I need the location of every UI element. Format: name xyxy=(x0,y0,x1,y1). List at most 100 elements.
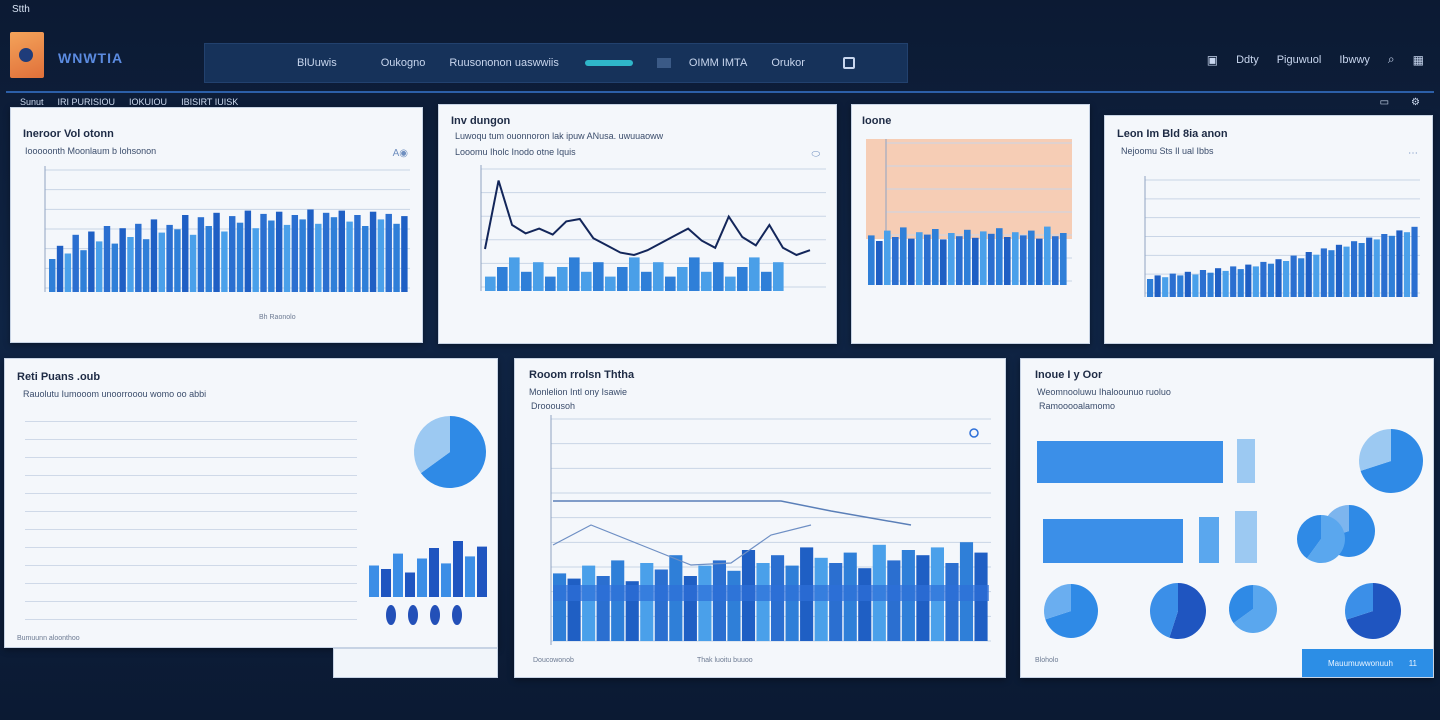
user-icon[interactable]: ▣ xyxy=(1206,52,1219,67)
panel-trend: Leon Im Bld 8ia anon Nejoomu Sts Il ual … xyxy=(1104,115,1433,344)
app-logo[interactable] xyxy=(10,32,44,78)
panel-subtitle: Nejoomu Sts Il ual Ibbs xyxy=(1121,146,1214,156)
table-row[interactable] xyxy=(25,511,357,512)
nav-item-2[interactable]: Oukogno xyxy=(380,57,426,69)
expand-icon[interactable]: ⬭ xyxy=(811,149,820,160)
bar xyxy=(244,210,252,292)
table-row[interactable] xyxy=(25,601,357,602)
bar-chart-4 xyxy=(1144,176,1420,297)
nav-item-3[interactable]: Ruusononon uaswwiis xyxy=(449,57,559,69)
bar xyxy=(1290,255,1297,297)
nav-item-4[interactable]: OIMM IMTA xyxy=(688,57,748,69)
bar xyxy=(1020,235,1027,285)
pie-slice xyxy=(1297,515,1321,559)
bar xyxy=(677,267,688,291)
bar xyxy=(205,226,212,292)
toolbar-item-2[interactable]: IRI PURISIOU xyxy=(57,97,116,107)
pie-slice xyxy=(1044,584,1071,620)
right-nav-item-2[interactable]: Piguwuol xyxy=(1276,53,1322,66)
search-icon[interactable]: ⌕ xyxy=(1387,52,1395,66)
bar xyxy=(346,221,353,292)
minimize-icon[interactable]: ▭ xyxy=(1379,96,1390,108)
bar xyxy=(1012,232,1019,285)
settings-icon[interactable]: ⚙ xyxy=(1411,96,1420,108)
right-nav-item-3[interactable]: Ibwwy xyxy=(1339,53,1370,66)
nav-indicator[interactable] xyxy=(584,60,633,66)
toolbar-item-3[interactable]: IOKUIOU xyxy=(129,97,168,107)
panel-footer-left: Doucowonob xyxy=(533,657,574,664)
bar xyxy=(1215,268,1222,297)
panel-subtitle-2: Drooousoh xyxy=(531,401,576,411)
table-row[interactable] xyxy=(25,547,357,548)
bar xyxy=(509,257,520,291)
nav-item-1[interactable]: BlUuwis xyxy=(297,57,337,69)
grid-icon[interactable]: ▦ xyxy=(1412,52,1424,67)
bar xyxy=(1169,273,1176,297)
bar xyxy=(1004,237,1011,285)
bar xyxy=(338,210,345,292)
more-icon[interactable]: ⋯ xyxy=(1408,148,1418,159)
bar-chart-5 xyxy=(369,541,487,625)
nav-settings-icon[interactable] xyxy=(842,57,855,69)
bar xyxy=(653,262,664,291)
table-row[interactable] xyxy=(25,529,357,530)
bar xyxy=(405,572,415,597)
bar xyxy=(393,553,403,597)
bar xyxy=(980,231,987,285)
pie-slice xyxy=(1346,583,1401,639)
pie-slice xyxy=(1359,429,1391,471)
bar xyxy=(1396,230,1403,297)
bar xyxy=(868,235,875,285)
bar xyxy=(377,219,385,292)
toolbar-item-1[interactable]: Sunut xyxy=(20,97,44,107)
bar xyxy=(569,257,580,291)
right-nav-item-1[interactable]: Ddty xyxy=(1236,53,1259,66)
trend-line xyxy=(553,500,912,526)
bar xyxy=(553,573,567,641)
bar xyxy=(1044,226,1051,285)
toolbar-item-4[interactable]: IBISIRT IUISK xyxy=(181,97,239,107)
bar xyxy=(315,223,322,292)
bar-chart-6 xyxy=(550,415,991,645)
bar xyxy=(749,257,760,291)
bar xyxy=(1222,270,1229,297)
bar xyxy=(64,253,72,292)
bar xyxy=(761,271,772,291)
nav-toggle-icon[interactable] xyxy=(656,58,671,68)
pie-slice xyxy=(1345,583,1373,620)
bar xyxy=(49,259,56,292)
bar xyxy=(773,262,784,291)
bar-small xyxy=(1199,517,1219,563)
bar xyxy=(135,223,142,292)
bar xyxy=(1373,239,1380,297)
panel-composite: Rooom rrolsn Ththa Monlelion Intl ony Is… xyxy=(514,358,1006,678)
table-footer-card[interactable] xyxy=(333,648,498,678)
panel-line: Inv dungon Luwoqu tum ouonnoron lak ipuw… xyxy=(438,104,837,344)
bar xyxy=(582,565,596,641)
panel-title: Ioone xyxy=(862,115,892,127)
panel-footer: Bumuunn aloonthoo xyxy=(17,635,80,642)
line-series xyxy=(484,180,811,257)
bar xyxy=(521,271,532,291)
table-row[interactable] xyxy=(25,475,357,476)
filter-icon[interactable]: A◉ xyxy=(392,148,408,159)
bar xyxy=(1343,246,1350,297)
pie-slice xyxy=(1150,583,1178,638)
footer-action-button[interactable]: Mauumuwwonuuh 11 xyxy=(1302,649,1433,677)
bar xyxy=(1328,250,1335,297)
bar xyxy=(150,219,158,292)
table-row[interactable] xyxy=(25,457,357,458)
bar xyxy=(916,232,923,285)
nav-item-5[interactable]: Orukor xyxy=(771,57,805,69)
bar xyxy=(1358,243,1365,297)
table-row[interactable] xyxy=(25,493,357,494)
table-row[interactable] xyxy=(25,583,357,584)
table-row[interactable] xyxy=(25,439,357,440)
table-row[interactable] xyxy=(25,421,357,422)
bar xyxy=(654,569,668,641)
marker xyxy=(408,605,418,625)
bar xyxy=(477,546,487,597)
table-row[interactable] xyxy=(25,619,357,620)
bar xyxy=(533,262,544,291)
table-row[interactable] xyxy=(25,565,357,566)
